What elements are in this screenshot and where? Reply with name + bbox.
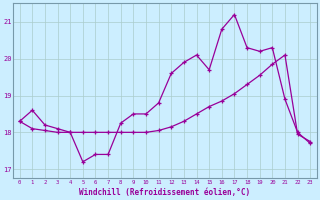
X-axis label: Windchill (Refroidissement éolien,°C): Windchill (Refroidissement éolien,°C) <box>79 188 251 197</box>
